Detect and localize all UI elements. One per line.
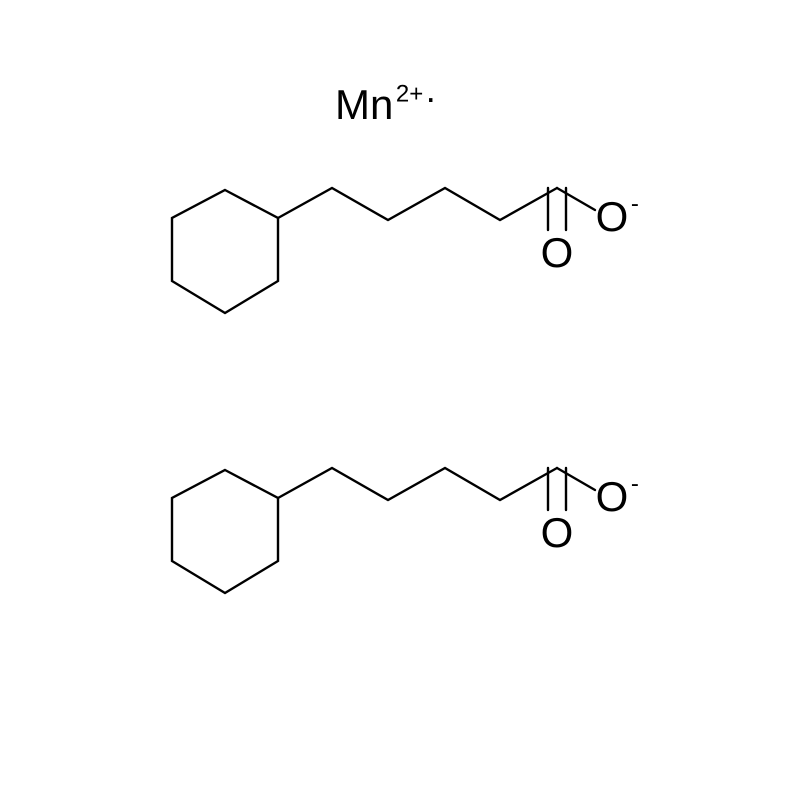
cation-dot: · [425, 77, 437, 118]
o-double-label: O [541, 229, 574, 276]
c-ominus-bond [557, 188, 595, 210]
o-minus-label: O- [596, 191, 639, 240]
cation-symbol: Mn [335, 81, 393, 128]
propyl-chain [278, 468, 557, 500]
anion-1: O-O [172, 188, 639, 313]
propyl-chain [278, 188, 557, 220]
c-ominus-bond [557, 468, 595, 490]
cation-charge: 2+ [396, 81, 423, 108]
cyclohexane-ring [172, 470, 278, 593]
o-minus-label: O- [596, 471, 639, 520]
o-double-label: O [541, 509, 574, 556]
anion-2: O-O [172, 468, 639, 593]
o-minus-atom: O [596, 193, 629, 240]
cation-label: Mn2+· [335, 77, 437, 128]
o-minus-charge: - [631, 471, 639, 498]
o-minus-atom: O [596, 473, 629, 520]
cyclohexane-ring [172, 190, 278, 313]
o-minus-charge: - [631, 191, 639, 218]
